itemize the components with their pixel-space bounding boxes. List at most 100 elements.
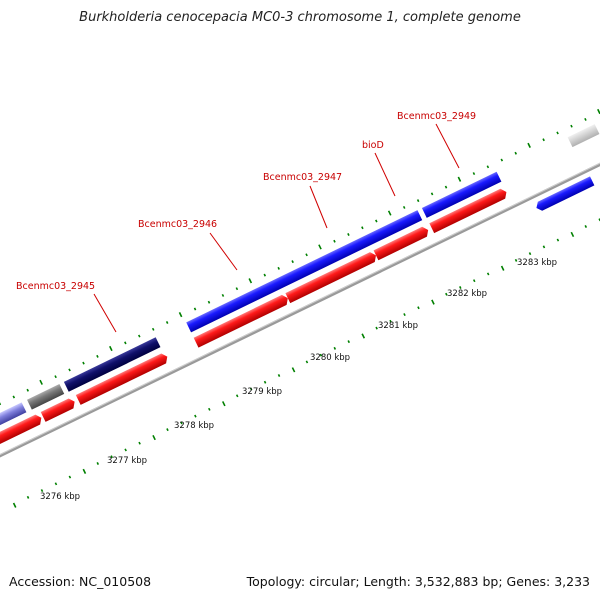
map-title: Burkholderia cenocepacia MC0-3 chromosom… [79, 10, 521, 25]
reverse-gene-bioD [373, 226, 429, 261]
kbp-label-3283: 3283 kbp [517, 258, 557, 268]
outer-tick [556, 131, 559, 135]
kbp-label-3282: 3282 kbp [447, 289, 487, 299]
inner-tick [194, 414, 197, 418]
outer-tick [514, 151, 518, 155]
inner-tick [570, 231, 575, 238]
inner-tick [291, 367, 296, 373]
outer-tick [318, 244, 322, 250]
inner-tick-row [12, 218, 600, 508]
inner-tick [82, 468, 87, 474]
outer-tick [178, 312, 183, 318]
inner-tick [110, 455, 113, 459]
inner-tick [361, 333, 366, 339]
inner-tick [459, 285, 462, 289]
outer-tick [527, 142, 531, 148]
leader-bcenmc03-2949 [435, 123, 460, 169]
outer-tick [165, 321, 169, 325]
outer-tick [0, 402, 2, 406]
forward-gene-bcenmc03-2949 [421, 171, 502, 218]
genome-band [0, 108, 600, 508]
outer-tick [96, 354, 99, 358]
outer-tick [277, 266, 280, 270]
kbp-label-3276: 3276 kbp [40, 492, 80, 502]
outer-tick [361, 226, 364, 230]
gene-label-bcenmc03-2949: Bcenmc03_2949 [397, 111, 476, 122]
reverse-gene-4 [193, 294, 288, 348]
inner-tick [584, 225, 588, 229]
kbp-label-3277: 3277 kbp [107, 456, 147, 466]
leader-bcenmc03-2945 [93, 293, 117, 333]
outer-tick [54, 375, 57, 379]
inner-tick [221, 401, 226, 407]
accession-text: Accession: NC_010508 [9, 574, 152, 589]
kbp-label-3281: 3281 kbp [378, 321, 418, 331]
inner-tick [180, 421, 183, 425]
leader-bioD [374, 152, 396, 197]
forward-gene-lavender [0, 402, 27, 440]
inner-tick [12, 502, 17, 508]
gene-label-bioD: bioD [362, 140, 384, 151]
inner-tick [486, 272, 490, 276]
outer-tick [584, 117, 587, 121]
outer-tick [39, 379, 43, 385]
gene-label-bcenmc03-2946: Bcenmc03_2946 [138, 219, 217, 230]
inner-tick [263, 380, 267, 384]
inner-tick [208, 407, 211, 411]
outer-tick [402, 205, 406, 209]
inner-tick [277, 374, 281, 377]
outer-tick [12, 395, 16, 399]
outer-tick [387, 210, 392, 216]
inner-tick [333, 346, 337, 350]
outer-tick [472, 172, 476, 176]
outer-tick [291, 260, 294, 264]
chromosome-backbone-highlight [0, 139, 600, 473]
outer-tick [124, 341, 127, 345]
reverse-gene-6 [429, 188, 507, 234]
outer-tick [347, 233, 350, 236]
inner-tick [528, 252, 532, 256]
outer-tick [542, 138, 545, 142]
inner-tick [389, 319, 392, 323]
reverse-gene-5 [285, 252, 376, 304]
outer-tick [138, 334, 141, 338]
chromosome-backbone [0, 139, 600, 475]
inner-tick [152, 434, 156, 441]
inner-tick [542, 245, 546, 249]
outer-tick [193, 307, 197, 311]
inner-gene-blue [536, 176, 595, 211]
outer-tick [500, 158, 504, 162]
gene-label-bcenmc03-2945: Bcenmc03_2945 [16, 281, 95, 292]
inner-tick [431, 299, 435, 305]
outer-tick [486, 165, 490, 169]
inner-tick [305, 360, 309, 364]
inner-tick [417, 306, 420, 310]
kbp-label-3280: 3280 kbp [310, 353, 350, 363]
gene-label-bcenmc03-2947: Bcenmc03_2947 [263, 172, 342, 183]
reverse-gene-1 [0, 414, 42, 446]
inner-tick [403, 313, 406, 317]
kbp-label-3279: 3279 kbp [242, 387, 282, 397]
forward-gene-gray [27, 384, 65, 410]
outer-tick [263, 273, 267, 277]
inner-tick [514, 258, 518, 262]
outer-tick [444, 185, 448, 189]
inner-tick [375, 326, 378, 330]
inner-tick [472, 279, 476, 283]
inner-tick [96, 462, 100, 465]
inner-tick [68, 475, 72, 479]
forward-gene-bcenmc03-2945 [63, 337, 161, 392]
outer-tick [416, 199, 420, 203]
reverse-gene-3 [75, 353, 168, 405]
inner-tick [54, 482, 58, 486]
outer-tick [68, 368, 71, 372]
outer-tick [109, 345, 113, 352]
forward-gene-faded [567, 124, 600, 148]
leader-bcenmc03-2946 [209, 232, 238, 271]
inner-tick [166, 428, 169, 432]
outer-tick [333, 239, 336, 243]
outer-tick [221, 293, 225, 297]
topology-summary: Topology: circular; Length: 3,532,883 bp… [246, 574, 590, 589]
outer-tick [235, 287, 239, 291]
forward-gene-bcenmc03-2946 [186, 210, 423, 333]
